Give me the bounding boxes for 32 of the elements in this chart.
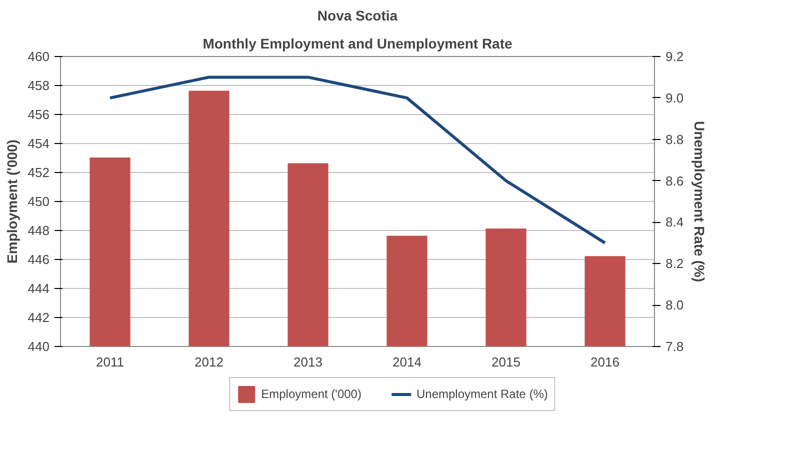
chart-title: Nova Scotia bbox=[317, 8, 398, 24]
x-tick-label: 2013 bbox=[294, 354, 322, 370]
y2-tick-label: 7.8 bbox=[666, 339, 684, 354]
y-tick-label: 446 bbox=[28, 252, 50, 267]
y-tick-label: 452 bbox=[28, 165, 50, 180]
line-series bbox=[108, 76, 606, 244]
legend-label: Employment ('000) bbox=[261, 387, 362, 401]
y-tick-label: 444 bbox=[28, 281, 50, 296]
y2-tick-label: 9.2 bbox=[666, 49, 684, 64]
y-tick-label: 458 bbox=[28, 78, 50, 93]
x-tick-label: 2015 bbox=[492, 354, 520, 370]
y2-tick-label: 8.2 bbox=[666, 256, 684, 272]
chart-subtitle: Monthly Employment and Unemployment Rate bbox=[202, 36, 513, 52]
y-axis-title: Employment ('000) bbox=[4, 140, 20, 264]
y-tick-label: 440 bbox=[28, 339, 50, 354]
x-tick-label: 2014 bbox=[392, 354, 422, 370]
y2-tick-label: 8.4 bbox=[666, 214, 684, 230]
y-tick-label: 442 bbox=[28, 310, 50, 325]
y-tick-label: 450 bbox=[28, 194, 50, 209]
y2-tick-label: 8.8 bbox=[666, 132, 684, 147]
y-tick-label: 454 bbox=[28, 136, 50, 151]
y2-tick-label: 9.0 bbox=[666, 90, 684, 106]
x-tick-label: 2011 bbox=[96, 354, 124, 370]
y-tick-label: 460 bbox=[28, 49, 50, 64]
y2-tick-label: 8.0 bbox=[666, 298, 684, 313]
legend-label: Unemployment Rate (%) bbox=[416, 387, 548, 401]
x-tick-label: 2012 bbox=[194, 354, 224, 370]
y2-tick-label: 8.6 bbox=[666, 173, 684, 188]
y2-axis-title: Unemployment Rate (%) bbox=[692, 120, 708, 282]
y-tick-label: 456 bbox=[28, 107, 50, 122]
y-tick-label: 448 bbox=[28, 223, 50, 238]
x-tick-label: 2016 bbox=[590, 354, 620, 370]
